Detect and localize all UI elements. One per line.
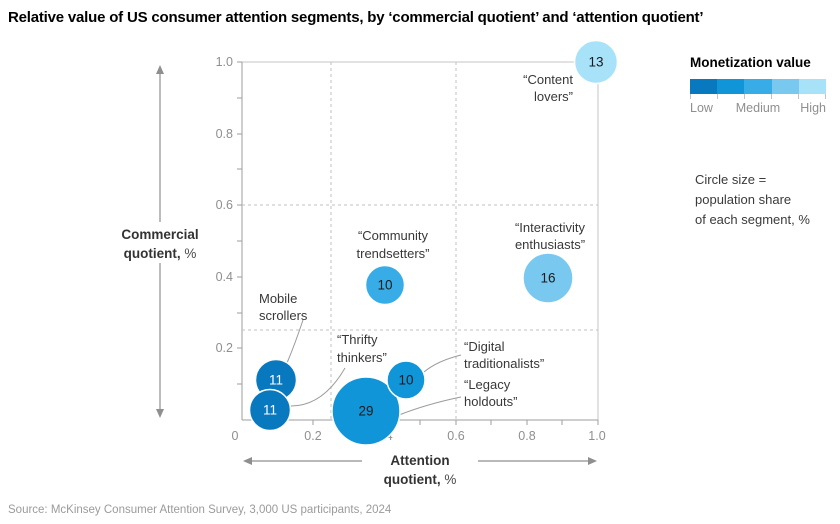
label-content-lovers-2: lovers” — [534, 89, 573, 104]
bubbles — [248, 39, 619, 446]
connector-thrifty-thinkers — [290, 367, 346, 407]
legend-monetization: Monetization value Low Medium High — [690, 55, 827, 117]
value-digital-traditionalists: 10 — [398, 373, 413, 388]
connector-digital-traditionalists — [423, 354, 462, 373]
x-axis-title: Attention quotient, % — [362, 451, 478, 489]
segment-labels: “Content lovers” “Interactivity enthusia… — [259, 72, 586, 409]
bubble-digital-traditionalists — [386, 360, 426, 400]
x-tick-0_8: 0.8 — [518, 429, 535, 443]
legend-title: Monetization value — [690, 55, 811, 70]
y-axis-unit: % — [184, 246, 197, 261]
label-mobile-scrollers-1: Mobile — [259, 291, 297, 306]
legend-label-medium: Medium — [735, 101, 781, 115]
label-interactivity-enthusiasts-2: enthusiasts” — [515, 237, 585, 252]
value-community-trendsetters: 10 — [377, 278, 392, 293]
circle-size-note-line3: of each segment, % — [695, 212, 810, 227]
quadrant-gridlines — [242, 62, 598, 420]
y-axis-ticks — [237, 61, 242, 385]
y-tick-0_4: 0.4 — [216, 270, 233, 284]
connector-legacy-holdouts — [398, 396, 462, 416]
legend-swatch-1 — [690, 79, 718, 94]
circle-size-note-line2: population share — [695, 192, 792, 207]
value-thrifty-thinkers: 11 — [263, 403, 277, 418]
y-tick-0_6: 0.6 — [216, 198, 233, 212]
legend-scale-ticks — [690, 94, 826, 99]
y-axis-tick-labels: 1.0 0.8 0.6 0.4 0.2 — [216, 55, 233, 355]
x-tick-1_0: 1.0 — [588, 429, 605, 443]
y-tick-0_2: 0.2 — [216, 341, 233, 355]
legend-scale-labels: Low Medium High — [690, 101, 826, 117]
x-axis-title-line1: Attention — [390, 453, 450, 468]
legend-label-high: High — [800, 101, 826, 115]
value-content-lovers: 13 — [588, 55, 603, 70]
value-mobile-scrollers: 11 — [269, 373, 283, 388]
x-tick-0: 0 — [232, 429, 239, 443]
legend-color-scale — [690, 79, 827, 94]
bubble-content-lovers — [573, 39, 619, 85]
legend-swatch-4 — [771, 79, 799, 94]
label-thrifty-thinkers-2: thinkers” — [337, 350, 387, 365]
label-digital-traditionalists-2: traditionalists” — [464, 356, 544, 371]
label-thrifty-thinkers-1: “Thrifty — [337, 332, 378, 347]
arrow-left-icon — [243, 457, 252, 465]
label-connectors — [286, 319, 462, 416]
circle-size-note-line1: Circle size = — [695, 172, 767, 187]
bubble-community-trendsetters — [364, 264, 406, 306]
label-interactivity-enthusiasts-1: “Interactivity — [515, 220, 586, 235]
circle-size-note: Circle size = population share of each s… — [695, 170, 810, 230]
legend-label-low: Low — [690, 101, 713, 115]
label-mobile-scrollers-2: scrollers — [259, 308, 308, 323]
x-tick-0_6: 0.6 — [447, 429, 464, 443]
y-axis-title-line2: quotient, — [123, 246, 181, 261]
x-tick-0_2: 0.2 — [304, 429, 321, 443]
x-axis-tick-labels: 0 0.2 0.4 0.6 0.8 1.0 — [232, 429, 606, 443]
arrow-down-icon — [156, 409, 164, 418]
label-community-trendsetters-1: “Community — [358, 228, 429, 243]
bubble-thrifty-thinkers — [248, 388, 292, 432]
bubble-legacy-holdouts — [331, 376, 401, 446]
x-axis-ticks — [277, 420, 599, 425]
value-legacy-holdouts: 29 — [358, 404, 373, 419]
x-axis-arrow — [243, 457, 597, 465]
bubble-values: 11 11 29 10 10 16 13 — [263, 55, 604, 419]
label-legacy-holdouts-2: holdouts” — [464, 394, 517, 409]
label-digital-traditionalists-1: “Digital — [464, 339, 505, 354]
value-interactivity-enthusiasts: 16 — [540, 271, 555, 286]
arrow-right-icon — [588, 457, 597, 465]
y-axis-title-line1: Commercial — [121, 227, 199, 242]
label-content-lovers-1: “Content — [523, 72, 573, 87]
label-legacy-holdouts-1: “Legacy — [464, 377, 511, 392]
chart-title: Relative value of US consumer attention … — [8, 9, 704, 26]
arrow-up-icon — [156, 65, 164, 74]
legend-swatch-3 — [744, 79, 772, 94]
y-axis-arrow — [156, 65, 164, 418]
legend-swatch-2 — [717, 79, 745, 94]
y-tick-1_0: 1.0 — [216, 55, 233, 69]
bubble-interactivity-enthusiasts — [522, 252, 574, 304]
connector-mobile-scrollers — [286, 319, 304, 364]
x-axis-unit: % — [444, 472, 457, 487]
y-axis-title: Commercial quotient, % — [105, 225, 215, 263]
y-tick-0_8: 0.8 — [216, 127, 233, 141]
label-community-trendsetters-2: trendsetters” — [357, 246, 430, 261]
x-axis-title-line2: quotient, — [383, 472, 441, 487]
source-note: Source: McKinsey Consumer Attention Surv… — [8, 504, 392, 516]
legend-swatch-5 — [798, 79, 827, 94]
